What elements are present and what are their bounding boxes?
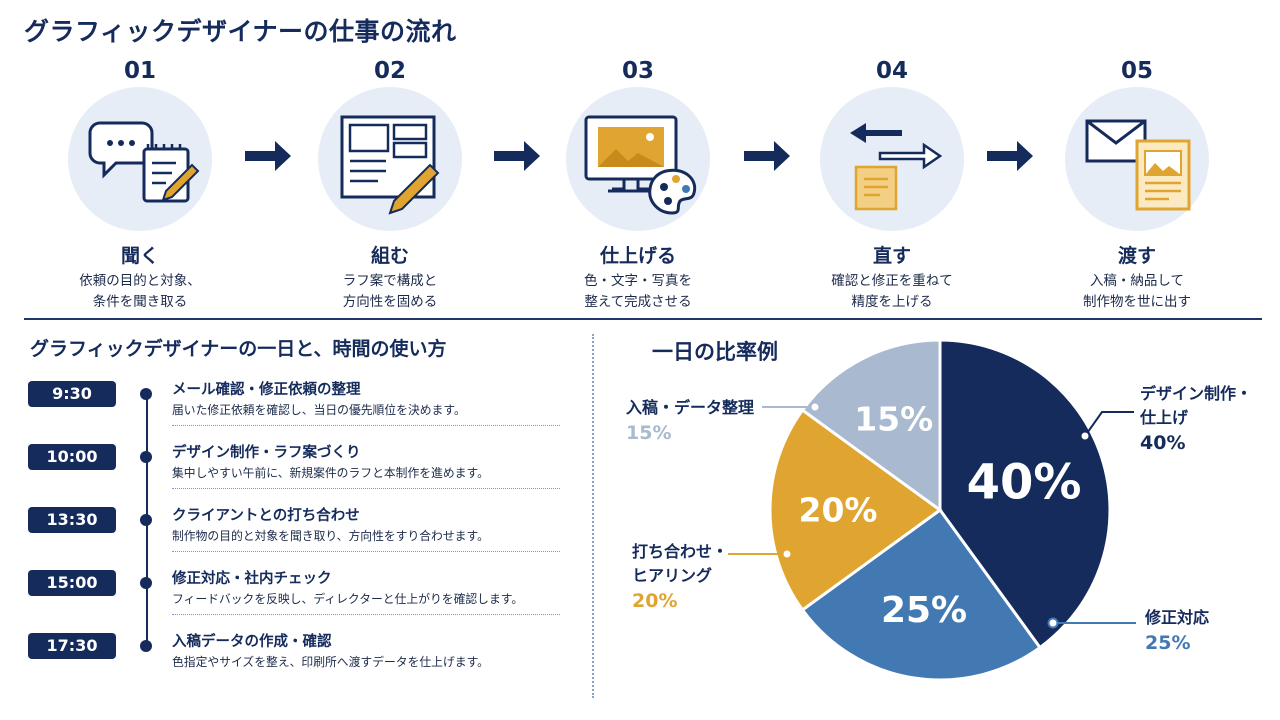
step-title: 聞く [120, 245, 159, 267]
leader-dot [809, 401, 821, 413]
slice-label: 入稿・データ整理 [626, 398, 755, 417]
step-2: 02 組む ラフ案で構成と 方向性を固める [280, 55, 500, 313]
time-badge: 9:30 [28, 381, 116, 407]
step-description: ラフ案で構成と 方向性を固める [342, 273, 438, 310]
timeline-dot [140, 388, 152, 400]
task-description: 集中しやすい午前に、新規案件のラフと本制作を進めます。 [172, 466, 489, 480]
schedule-title: グラフィックデザイナーの一日と、時間の使い方 [30, 338, 447, 360]
step-description: 入稿・納品して 制作物を世に出す [1083, 273, 1191, 310]
slice-percentage: 25% [881, 590, 967, 631]
row-separator [172, 425, 560, 426]
leader-dot [781, 548, 793, 560]
task-title: デザイン制作・ラフ案づくり [172, 445, 361, 461]
arrow-right-icon [985, 138, 1035, 174]
timeline-dot [140, 514, 152, 526]
leader-dot [1047, 617, 1059, 629]
step-3: 03 仕上げる 色・文字・写真を 整えて完成させる [528, 55, 748, 313]
slice-label: 修正対応 [1145, 608, 1210, 627]
slice-percentage: 20% [799, 491, 878, 530]
slice-label: デザイン制作・ 仕上げ [1140, 384, 1253, 427]
pie-slice [768, 407, 943, 613]
row-separator [172, 488, 560, 489]
timeline-dot [140, 640, 152, 652]
row-separator [172, 614, 560, 615]
chart-title: 一日の比率例 [652, 340, 778, 364]
slice-label-percentage: 15% [626, 422, 672, 444]
task-title: 入稿データの作成・確認 [172, 634, 332, 650]
leader-line [1084, 411, 1134, 437]
task-title: クライアントとの打ち合わせ [172, 508, 360, 524]
time-badge: 10:00 [28, 444, 116, 470]
task-description: 制作物の目的と対象を聞き取り、方向性をすり合わせます。 [172, 529, 489, 543]
schedule-item: 10:00 デザイン制作・ラフ案づくり 集中しやすい午前に、新規案件のラフと本制… [28, 444, 568, 504]
schedule-item: 13:30 クライアントとの打ち合わせ 制作物の目的と対象を聞き取り、方向性をす… [28, 507, 568, 567]
task-title: メール確認・修正依頼の整理 [172, 382, 361, 398]
step-4: 04 直す 確認と修正を重ねて 精度を上げる [782, 55, 1002, 313]
step-title: 渡す [1117, 245, 1156, 267]
time-badge: 15:00 [28, 570, 116, 596]
step-title: 直す [872, 245, 911, 267]
step-title: 組む [370, 245, 409, 267]
exchange-note-icon [820, 87, 964, 231]
schedule-item: 17:30 入稿データの作成・確認 色指定やサイズを整え、印刷所へ渡すデータを仕… [28, 633, 568, 693]
arrow-right-icon [492, 138, 542, 174]
task-description: 色指定やサイズを整え、印刷所へ渡すデータを仕上げます。 [172, 655, 489, 669]
process-flow: 01 聞く 依頼の目的と対象、 条件を聞き取る 02 [0, 55, 1280, 310]
slice-label-percentage: 25% [1145, 632, 1191, 654]
pie-slice [800, 338, 942, 513]
slice-percentage: 15% [854, 400, 933, 439]
step-number: 05 [1120, 58, 1153, 84]
monitor-palette-icon [566, 87, 710, 231]
time-badge: 13:30 [28, 507, 116, 533]
main-title: グラフィックデザイナーの仕事の流れ [24, 17, 457, 46]
time-badge: 17:30 [28, 633, 116, 659]
step-description: 確認と修正を重ねて 精度を上げる [831, 273, 953, 310]
task-title: 修正対応・社内チェック [172, 571, 332, 587]
slice-percentage: 40% [967, 455, 1082, 511]
arrow-right-icon [243, 138, 293, 174]
pie-slice [938, 338, 1112, 650]
step-number: 03 [621, 58, 654, 84]
pie-slice [800, 507, 1043, 682]
slice-label-percentage: 20% [632, 590, 678, 612]
step-1: 01 聞く 依頼の目的と対象、 条件を聞き取る [30, 55, 250, 313]
task-description: フィードバックを反映し、ディレクターと仕上がりを確認します。 [172, 592, 524, 606]
leader-dot [1079, 430, 1091, 442]
step-description: 色・文字・写真を 整えて完成させる [584, 273, 692, 310]
step-title: 仕上げる [599, 245, 676, 267]
row-separator [172, 551, 560, 552]
schedule-item: 15:00 修正対応・社内チェック フィードバックを反映し、ディレクターと仕上が… [28, 570, 568, 630]
timeline-dot [140, 577, 152, 589]
task-description: 届いた修正依頼を確認し、当日の優先順位を決めます。 [172, 403, 466, 417]
step-number: 02 [373, 58, 406, 84]
timeline-dot [140, 451, 152, 463]
chat-notepad-icon [68, 87, 212, 231]
layout-pencil-icon [318, 87, 462, 231]
step-description: 依頼の目的と対象、 条件を聞き取る [79, 273, 201, 310]
step-number: 04 [875, 58, 908, 84]
column-divider [592, 334, 594, 698]
step-5: 05 渡す 入稿・納品して 制作物を世に出す [1027, 55, 1247, 313]
slice-label-percentage: 40% [1140, 432, 1186, 454]
arrow-right-icon [742, 138, 792, 174]
step-number: 01 [123, 58, 156, 84]
envelope-document-icon [1065, 87, 1209, 231]
slice-label: 打ち合わせ・ ヒアリング [632, 542, 729, 585]
section-divider [24, 318, 1262, 320]
schedule-item: 9:30 メール確認・修正依頼の整理 届いた修正依頼を確認し、当日の優先順位を決… [28, 381, 568, 441]
